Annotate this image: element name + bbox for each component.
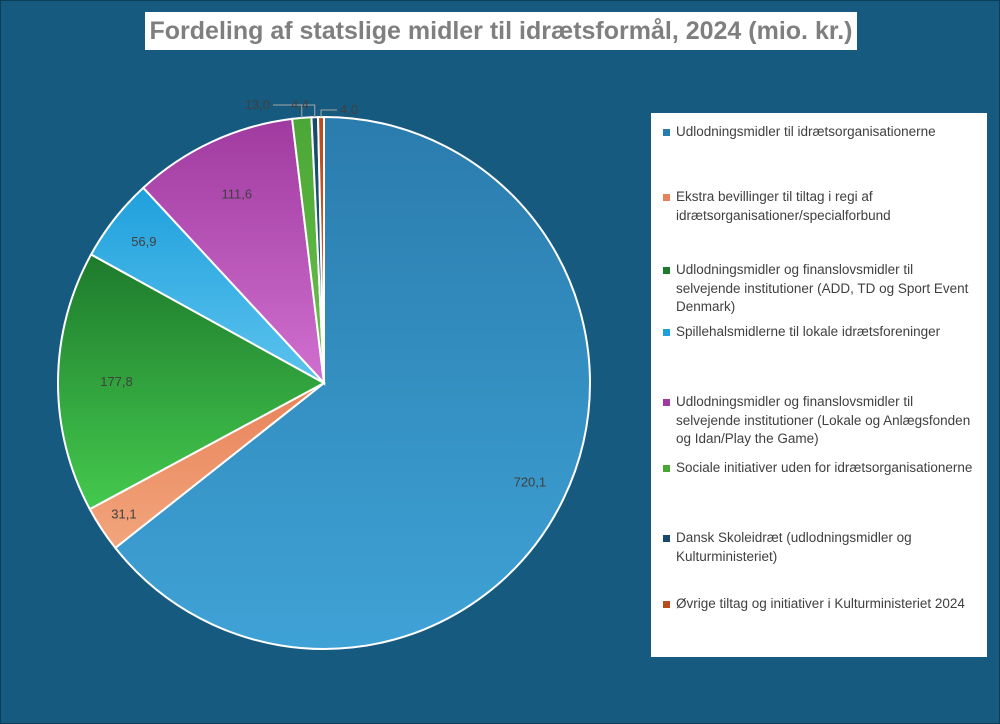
leader-line [320,109,337,118]
legend-swatch [663,535,670,542]
legend-item: Sociale initiativer uden for idrætsorgan… [663,459,981,478]
slice-value-label: 720,1 [514,475,547,490]
slice-value-label: 4,4 [291,97,309,112]
pie-slice [113,115,591,650]
slice-value-label: 31,1 [111,506,136,521]
legend-swatch [663,601,670,608]
legend-label: Udlodningsmidler og finanslovsmidler til… [676,262,969,314]
legend-label: Dansk Skoleidræt (udlodningsmidler og Ku… [676,530,912,564]
legend-label: Øvrige tiltag og initiativer i Kulturmin… [676,596,965,611]
slice-value-label: 13,0 [245,97,270,112]
slice-value-label: 4,0 [340,102,358,117]
leader-line [300,104,316,118]
legend-swatch [663,194,670,201]
legend-swatch [663,329,670,336]
pie-slice [57,253,327,511]
legend-label: Sociale initiativer uden for idrætsorgan… [676,460,973,475]
legend-item: Udlodningsmidler til idrætsorganisatione… [663,123,981,142]
legend-label: Udlodningsmidler til idrætsorganisatione… [676,124,936,139]
legend-item: Ekstra bevillinger til tiltag i regi af … [663,188,981,225]
legend-label: Ekstra bevillinger til tiltag i regi af … [676,189,891,223]
legend-swatch [663,399,670,406]
legend-item: Udlodningsmidler og finanslovsmidler til… [663,261,981,317]
legend-swatch [663,267,670,274]
slice-value-label: 177,8 [100,374,133,389]
legend-item: Dansk Skoleidræt (udlodningsmidler og Ku… [663,529,981,566]
legend-swatch [663,465,670,472]
legend-item: Spillehalsmidlerne til lokale idrætsfore… [663,323,981,342]
chart-title-box: Fordeling af statslige midler til idræts… [145,12,857,50]
slice-value-label: 111,6 [222,187,253,202]
legend-item: Udlodningsmidler og finanslovsmidler til… [663,393,981,449]
chart-title: Fordeling af statslige midler til idræts… [149,16,853,45]
legend: Udlodningsmidler til idrætsorganisatione… [651,113,987,657]
slice-value-label: 56,9 [131,234,156,249]
pie-slice [141,117,326,386]
legend-label: Udlodningsmidler og finanslovsmidler til… [676,394,971,446]
legend-label: Spillehalsmidlerne til lokale idrætsfore… [676,324,941,339]
legend-item: Øvrige tiltag og initiativer i Kulturmin… [663,595,981,614]
legend-swatch [663,129,670,136]
